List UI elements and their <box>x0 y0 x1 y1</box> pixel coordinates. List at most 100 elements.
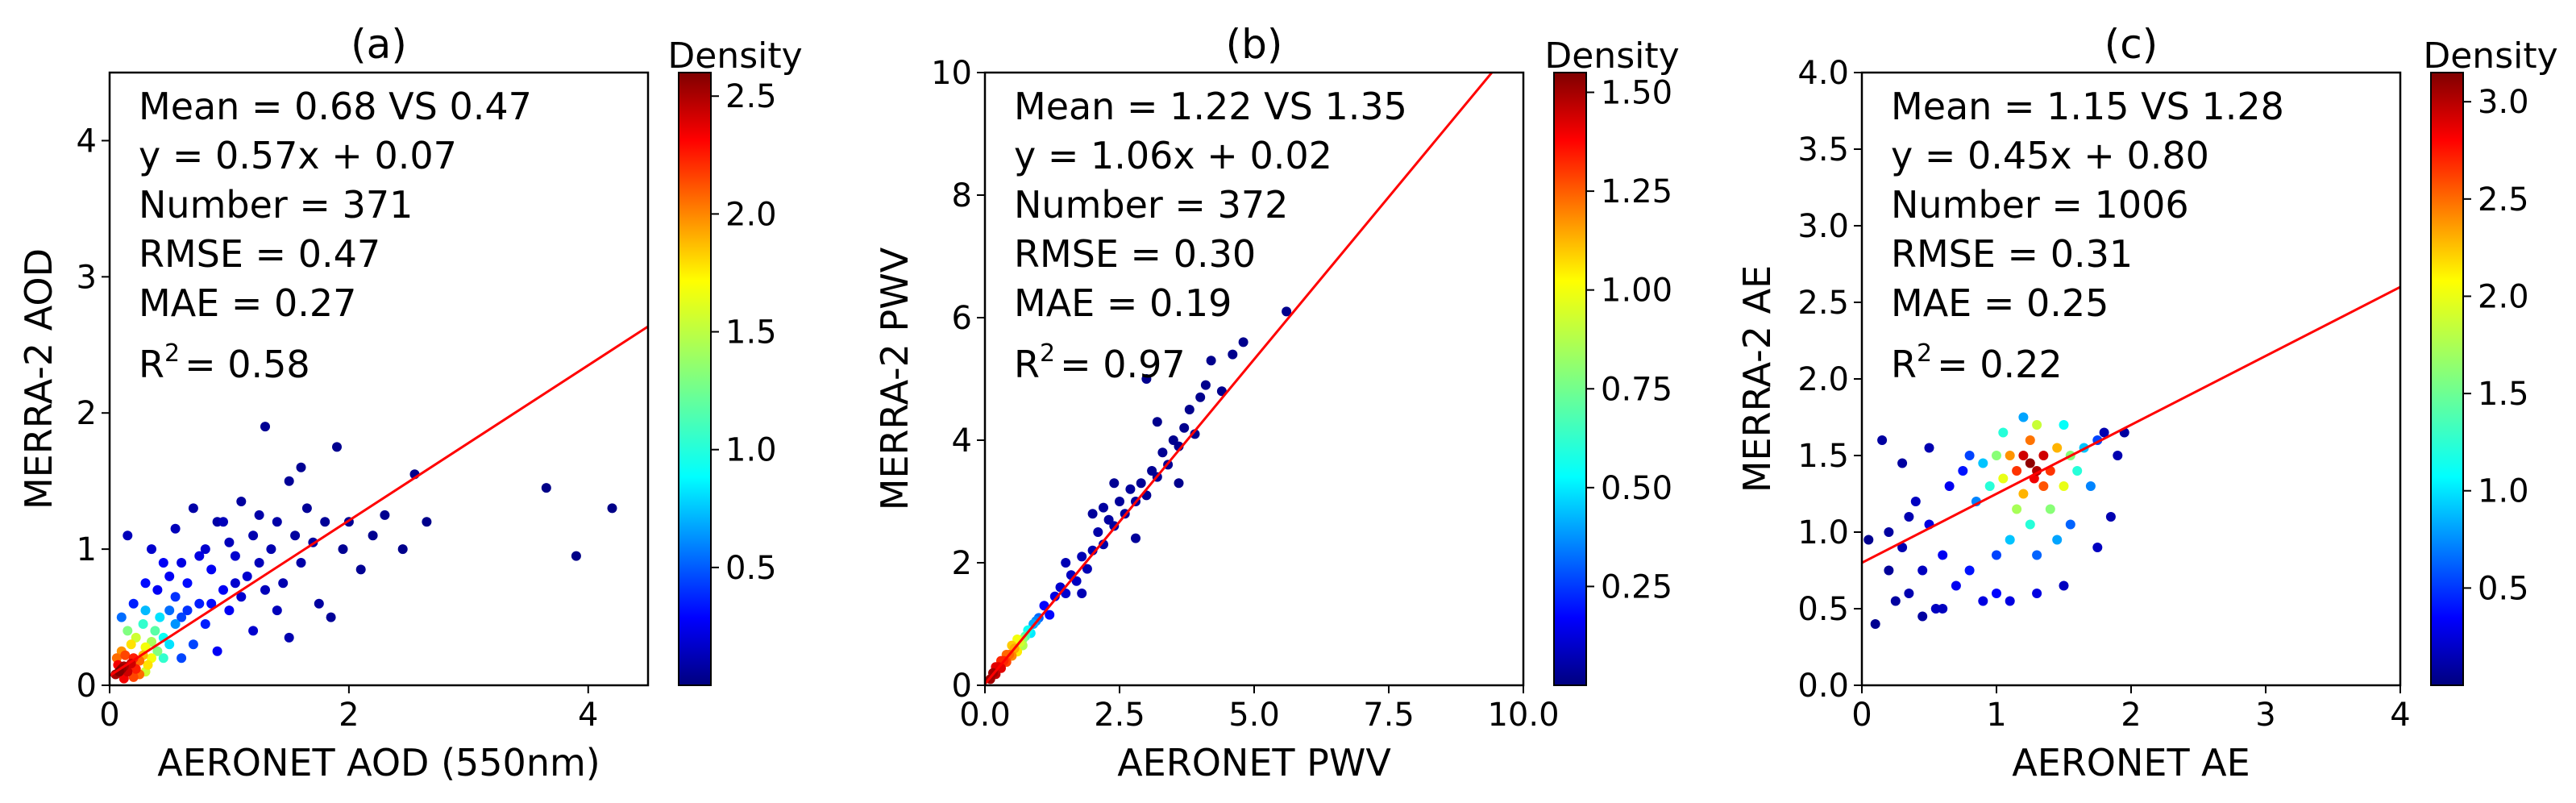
panel-a-point <box>272 517 282 527</box>
panel-c-stat-number: Number = 1006 <box>1891 183 2189 227</box>
panel-c-point <box>2025 519 2035 530</box>
panel-b-xtick-label: 7.5 <box>1363 697 1415 734</box>
panel-c-r2-value: = 0.22 <box>1937 343 2063 386</box>
panel-c-points <box>1863 412 2129 629</box>
panel-c-xticks: 0 1 2 3 4 <box>1851 685 2411 734</box>
panel-a-point <box>314 598 324 609</box>
panel-b-point <box>1174 478 1184 489</box>
panel-b-stats: Mean = 1.22 VS 1.35 y = 1.06x + 0.02 Num… <box>1014 85 1407 386</box>
panel-a-point <box>182 605 193 616</box>
panel-a-point <box>296 558 306 568</box>
panel-c-point <box>2038 481 2049 491</box>
panel-b-yticks: 0 2 4 6 8 10 <box>931 55 985 705</box>
panel-c-title: (c) <box>2104 21 2158 68</box>
panel-b-colorbar-title: Density <box>1544 35 1679 77</box>
panel-c-point <box>1917 611 1928 622</box>
panel-a-fit-line <box>110 325 648 677</box>
panel-a-point <box>254 558 264 568</box>
panel-a-point <box>140 578 151 589</box>
panel-a-r2-value: = 0.58 <box>185 343 310 386</box>
panel-c-point <box>1992 550 2001 560</box>
panel-c-point <box>2018 412 2029 422</box>
panel-b-point <box>1206 356 1216 366</box>
panel-a-point <box>155 612 165 622</box>
panel-c-point <box>2072 466 2083 476</box>
panel-a-point <box>170 523 181 534</box>
panel-a-colorbar-tick-label: 0.5 <box>725 550 777 587</box>
panel-c-colorbar-title: Density <box>2423 35 2557 77</box>
panel-c-ytick-label: 0.5 <box>1797 591 1849 628</box>
panel-b-point <box>1109 478 1120 489</box>
panel-b-ytick-label: 6 <box>952 300 972 337</box>
panel-a-stat-equation: y = 0.57x + 0.07 <box>139 134 457 177</box>
panel-b-title: (b) <box>1226 21 1283 68</box>
panel-c-point <box>2113 451 2123 460</box>
panel-c-point <box>2059 481 2069 491</box>
panel-a-point <box>326 612 336 622</box>
panel-c-colorbar-tick-label: 0.5 <box>2478 570 2529 607</box>
panel-b-point <box>1077 589 1087 598</box>
panel-a-frame <box>108 71 650 687</box>
panel-a-ylabel: MERRA-2 AOD <box>17 248 60 510</box>
panel-a-point <box>571 551 581 561</box>
panel-b-xtick-label: 5.0 <box>1228 697 1280 734</box>
panel-c-colorbar-ticks: 0.5 1.0 1.5 2.0 2.5 3.0 <box>2463 84 2529 607</box>
panel-a-point <box>224 537 235 547</box>
panel-c-point <box>2032 589 2042 598</box>
panel-a-point <box>338 544 348 555</box>
panel-c-point <box>1984 481 1995 491</box>
panel-a-stat-mae: MAE = 0.27 <box>139 281 356 325</box>
panel-b-xlabel: AERONET PWV <box>1117 741 1391 784</box>
panel-c-fit-line <box>1862 285 2400 564</box>
panel-b-ytick-label: 10 <box>931 55 972 92</box>
panel-b-ylabel: MERRA-2 PWV <box>873 247 916 510</box>
panel-b-point <box>1141 374 1152 384</box>
panel-c-point <box>2052 535 2063 545</box>
panel-b-point <box>1157 447 1168 458</box>
panel-a-point <box>236 592 247 602</box>
panel-b-point <box>1238 337 1249 347</box>
panel-c-point <box>1917 565 1928 576</box>
panel-c-point <box>1870 619 1880 629</box>
panel-b-colorbar-tick-label: 0.25 <box>1601 568 1672 605</box>
panel-a-point <box>206 598 217 609</box>
panel-c-ytick-label: 4.0 <box>1797 55 1849 92</box>
panel-a-point <box>182 578 193 589</box>
panel-b-r2-value: = 0.97 <box>1060 343 1186 386</box>
panel-b-fit-line <box>985 73 1494 685</box>
panel-b-point <box>1082 564 1092 574</box>
panel-c-colorbar <box>2430 72 2464 686</box>
panel-b-stat-number: Number = 372 <box>1014 183 1288 227</box>
panel-c-point <box>1897 543 1908 552</box>
panel-c-point <box>2005 451 2015 460</box>
panel-a-point <box>150 626 160 636</box>
panel-a-point <box>380 510 390 520</box>
panel-b-ytick-label: 4 <box>952 422 972 460</box>
panel-c-point <box>1890 596 1901 606</box>
panel-c-xtick-label: 4 <box>2390 697 2410 734</box>
panel-a: 0 2 4 0 1 2 3 4 (a) AERONET AOD (550nm) MERRA-… <box>17 21 803 784</box>
panel-a-point <box>332 442 342 452</box>
panel-a-xlabel: AERONET AOD (550nm) <box>157 741 600 784</box>
panel-a-ytick-label: 0 <box>77 668 97 705</box>
panel-b-point <box>1179 422 1190 433</box>
panel-a-points <box>110 422 617 684</box>
panel-c-point <box>1938 550 1948 560</box>
panel-a-point <box>230 578 240 589</box>
panel-a-stat-mean: Mean = 0.68 VS 0.47 <box>139 85 532 128</box>
panel-b-point <box>1184 405 1195 414</box>
panel-c-stat-mean: Mean = 1.15 VS 1.28 <box>1891 85 2284 128</box>
panel-b-colorbar-ticks: 0.25 0.50 0.75 1.00 1.25 1.50 <box>1586 75 1672 605</box>
panel-a-point <box>260 422 270 432</box>
panel-c-point <box>1998 473 2009 484</box>
panel-b-colorbar-tick-label: 0.50 <box>1601 470 1672 507</box>
panel-c-point <box>2059 420 2069 430</box>
panel-a-point <box>272 605 282 616</box>
panel-a-point <box>177 612 187 622</box>
panel-a-point <box>188 503 198 514</box>
panel-c-point <box>1944 481 1955 491</box>
panel-c-point <box>1964 451 1975 460</box>
panel-a-colorbar-tick-label: 1.0 <box>725 432 777 469</box>
panel-a-point <box>164 639 175 650</box>
panel-b-stat-mean: Mean = 1.22 VS 1.35 <box>1014 85 1407 128</box>
